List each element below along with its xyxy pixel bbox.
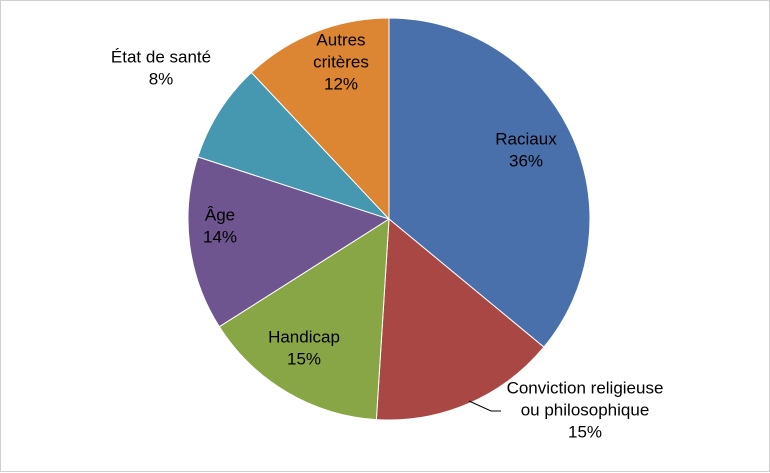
slice-label: État de santé 8% bbox=[111, 47, 211, 88]
slice-value-label: 15% bbox=[287, 349, 321, 368]
slice-value-label: 15% bbox=[568, 422, 602, 441]
slice-category-label: Âge bbox=[205, 205, 235, 224]
slice-category-label: critères bbox=[313, 52, 369, 71]
slice-category-label: État de santé bbox=[111, 47, 211, 66]
slice-category-label: Raciaux bbox=[495, 129, 557, 148]
slice-label: Âge 14% bbox=[203, 205, 237, 246]
slice-value-label: 14% bbox=[203, 227, 237, 246]
slice-value-label: 36% bbox=[509, 151, 543, 170]
slice-category-label: Conviction religieuse bbox=[507, 378, 664, 397]
pie-slice bbox=[388, 17, 591, 348]
slice-value-label: 8% bbox=[149, 69, 174, 88]
slice-label: Raciaux 36% bbox=[495, 129, 557, 170]
slice-label: Handicap 15% bbox=[268, 327, 340, 368]
pie-slice bbox=[375, 217, 545, 421]
pie-slice bbox=[218, 218, 390, 421]
pie-slice bbox=[250, 17, 390, 221]
leader-line bbox=[468, 400, 501, 412]
slice-category-label: Handicap bbox=[268, 327, 340, 346]
slice-value-label: 12% bbox=[324, 74, 358, 93]
pie-slice bbox=[197, 71, 390, 220]
slice-label: Autres critères 12% bbox=[313, 30, 369, 93]
slice-category-label: ou philosophique bbox=[521, 400, 650, 419]
pie-slice bbox=[187, 156, 391, 328]
slice-category-label: Autres bbox=[316, 30, 365, 49]
slice-label: Conviction religieuse ou philosophique 15% bbox=[507, 378, 664, 441]
